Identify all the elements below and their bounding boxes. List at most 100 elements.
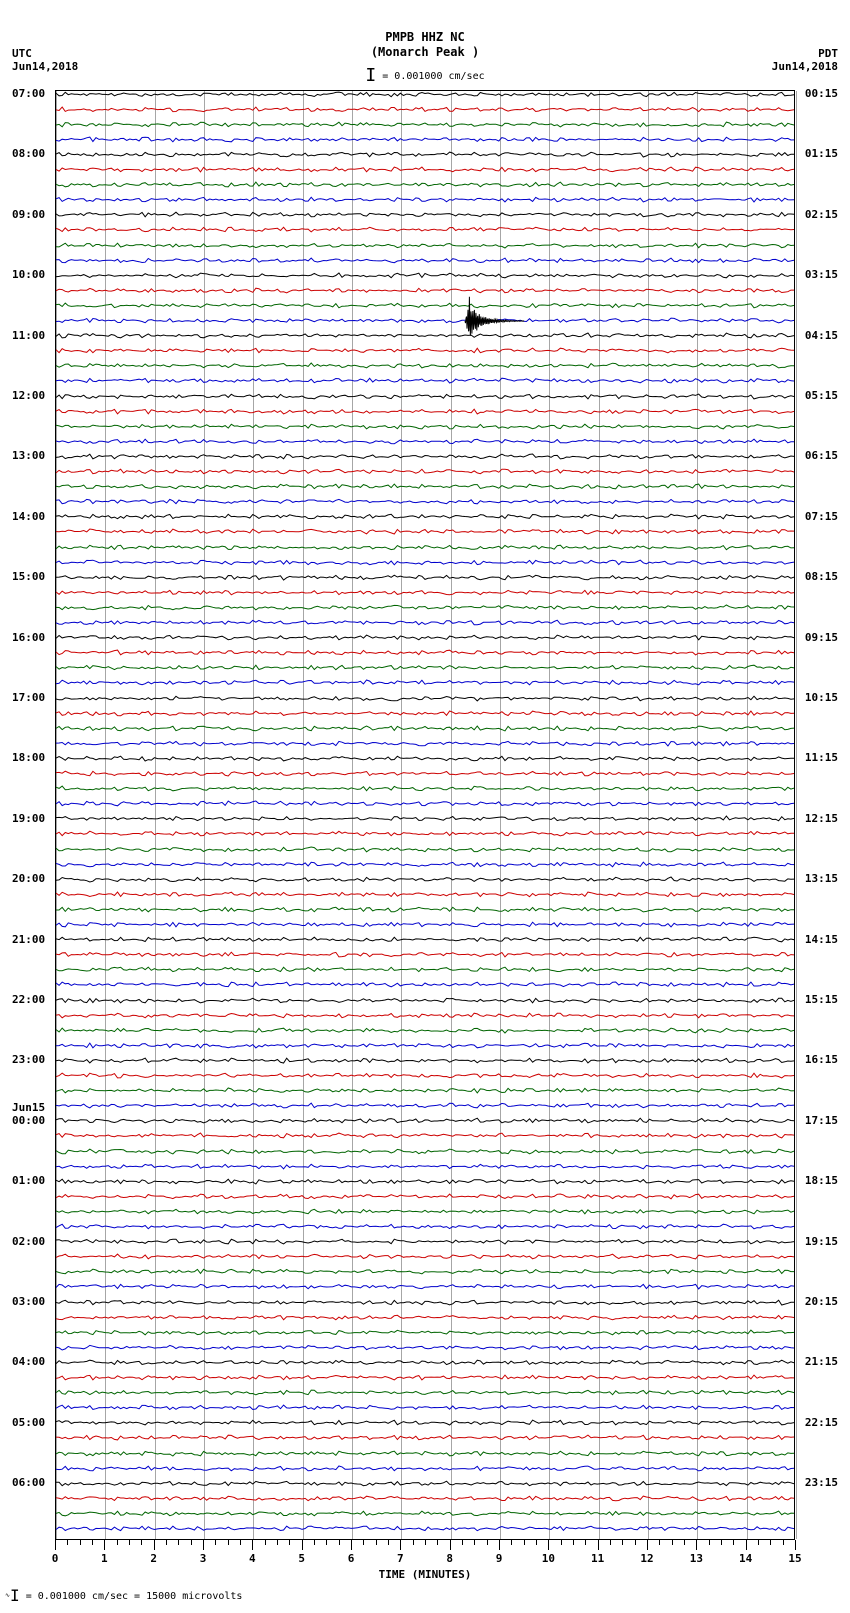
seismogram-trace xyxy=(56,358,794,373)
left-tz-label: UTC xyxy=(12,47,32,60)
x-tick-label: 11 xyxy=(591,1552,604,1565)
seismogram-trace xyxy=(56,872,794,887)
seismogram-trace xyxy=(56,147,794,162)
seismogram-trace xyxy=(56,1279,794,1294)
seismogram-trace xyxy=(56,434,794,449)
seismogram-trace xyxy=(56,857,794,872)
seismogram-trace xyxy=(56,887,794,902)
seismogram-trace xyxy=(56,1491,794,1506)
utc-time-label: 16:00 xyxy=(12,631,45,644)
x-tick-label: 5 xyxy=(298,1552,305,1565)
right-tz-label: PDT xyxy=(818,47,838,60)
seismogram-trace xyxy=(56,902,794,917)
seismogram-trace xyxy=(56,1144,794,1159)
seismogram-trace xyxy=(56,977,794,992)
seismogram-trace xyxy=(56,1430,794,1445)
seismogram-trace xyxy=(56,947,794,962)
seismogram-trace xyxy=(56,1295,794,1310)
seismogram-trace xyxy=(56,464,794,479)
seismogram-trace xyxy=(56,660,794,675)
pdt-time-label: 20:15 xyxy=(805,1295,838,1308)
pdt-time-label: 13:15 xyxy=(805,872,838,885)
x-tick-label: 3 xyxy=(200,1552,207,1565)
seismogram-trace xyxy=(56,751,794,766)
seismogram-trace xyxy=(56,1083,794,1098)
pdt-time-label: 21:15 xyxy=(805,1355,838,1368)
seismogram-trace xyxy=(56,706,794,721)
seismogram-trace xyxy=(56,1385,794,1400)
seismogram-trace xyxy=(56,1446,794,1461)
seismogram-trace xyxy=(56,1159,794,1174)
seismogram-trace xyxy=(56,1400,794,1415)
pdt-time-label: 17:15 xyxy=(805,1114,838,1127)
date-marker: Jun15 xyxy=(12,1101,45,1114)
seismogram-trace xyxy=(56,811,794,826)
pdt-time-label: 04:15 xyxy=(805,329,838,342)
x-tick-label: 10 xyxy=(542,1552,555,1565)
seismogram-trace xyxy=(56,1053,794,1068)
seismogram-trace xyxy=(56,298,794,313)
seismogram-trace xyxy=(56,826,794,841)
scale-info: I = 0.001000 cm/sec xyxy=(0,65,850,86)
seismogram-trace xyxy=(56,1476,794,1491)
pdt-time-label: 01:15 xyxy=(805,147,838,160)
utc-time-label: 02:00 xyxy=(12,1235,45,1248)
seismogram-trace xyxy=(56,1113,794,1128)
seismogram-trace xyxy=(56,419,794,434)
seismogram-trace xyxy=(56,540,794,555)
seismogram-trace xyxy=(56,1098,794,1113)
seismogram-trace xyxy=(56,102,794,117)
seismogram-trace xyxy=(56,736,794,751)
pdt-time-label: 07:15 xyxy=(805,510,838,523)
pdt-time-label: 00:15 xyxy=(805,87,838,100)
utc-time-label: 04:00 xyxy=(12,1355,45,1368)
seismogram-trace xyxy=(56,1355,794,1370)
seismogram-trace xyxy=(56,615,794,630)
utc-time-label: 23:00 xyxy=(12,1053,45,1066)
seismogram-trace xyxy=(56,373,794,388)
utc-time-label: 18:00 xyxy=(12,751,45,764)
x-tick-label: 4 xyxy=(249,1552,256,1565)
seismogram-trace xyxy=(56,1219,794,1234)
pdt-time-label: 06:15 xyxy=(805,449,838,462)
seismogram-trace xyxy=(56,238,794,253)
seismogram-trace xyxy=(56,781,794,796)
seismogram-trace xyxy=(56,1340,794,1355)
pdt-time-label: 02:15 xyxy=(805,208,838,221)
seismogram-trace xyxy=(56,449,794,464)
seismogram-trace xyxy=(56,585,794,600)
pdt-time-label: 05:15 xyxy=(805,389,838,402)
footer-scale: ∿I = 0.001000 cm/sec = 15000 microvolts xyxy=(5,1586,242,1605)
x-tick-label: 1 xyxy=(101,1552,108,1565)
seismogram-trace xyxy=(56,1521,794,1536)
utc-time-label: 11:00 xyxy=(12,329,45,342)
seismogram-trace xyxy=(56,328,794,343)
pdt-time-label: 10:15 xyxy=(805,691,838,704)
station-header: PMPB HHZ NC xyxy=(0,30,850,44)
seismogram-trace xyxy=(56,1008,794,1023)
seismogram-trace xyxy=(56,600,794,615)
seismic-event xyxy=(465,299,524,343)
x-tick-label: 2 xyxy=(150,1552,157,1565)
seismogram-trace xyxy=(56,675,794,690)
seismogram-trace xyxy=(56,962,794,977)
x-tick-label: 6 xyxy=(348,1552,355,1565)
seismogram-trace xyxy=(56,1023,794,1038)
seismogram-trace xyxy=(56,1370,794,1385)
seismogram-trace xyxy=(56,253,794,268)
seismogram-trace xyxy=(56,1249,794,1264)
pdt-time-label: 18:15 xyxy=(805,1174,838,1187)
utc-time-label: 03:00 xyxy=(12,1295,45,1308)
x-tick-label: 15 xyxy=(788,1552,801,1565)
seismogram-trace xyxy=(56,207,794,222)
x-axis-title: TIME (MINUTES) xyxy=(55,1568,795,1581)
seismogram-trace xyxy=(56,1068,794,1083)
utc-time-label: 21:00 xyxy=(12,933,45,946)
seismogram-trace xyxy=(56,1204,794,1219)
utc-time-label: 15:00 xyxy=(12,570,45,583)
x-tick-label: 8 xyxy=(446,1552,453,1565)
seismogram-trace xyxy=(56,479,794,494)
pdt-time-label: 11:15 xyxy=(805,751,838,764)
seismogram-trace xyxy=(56,162,794,177)
seismogram-trace xyxy=(56,177,794,192)
